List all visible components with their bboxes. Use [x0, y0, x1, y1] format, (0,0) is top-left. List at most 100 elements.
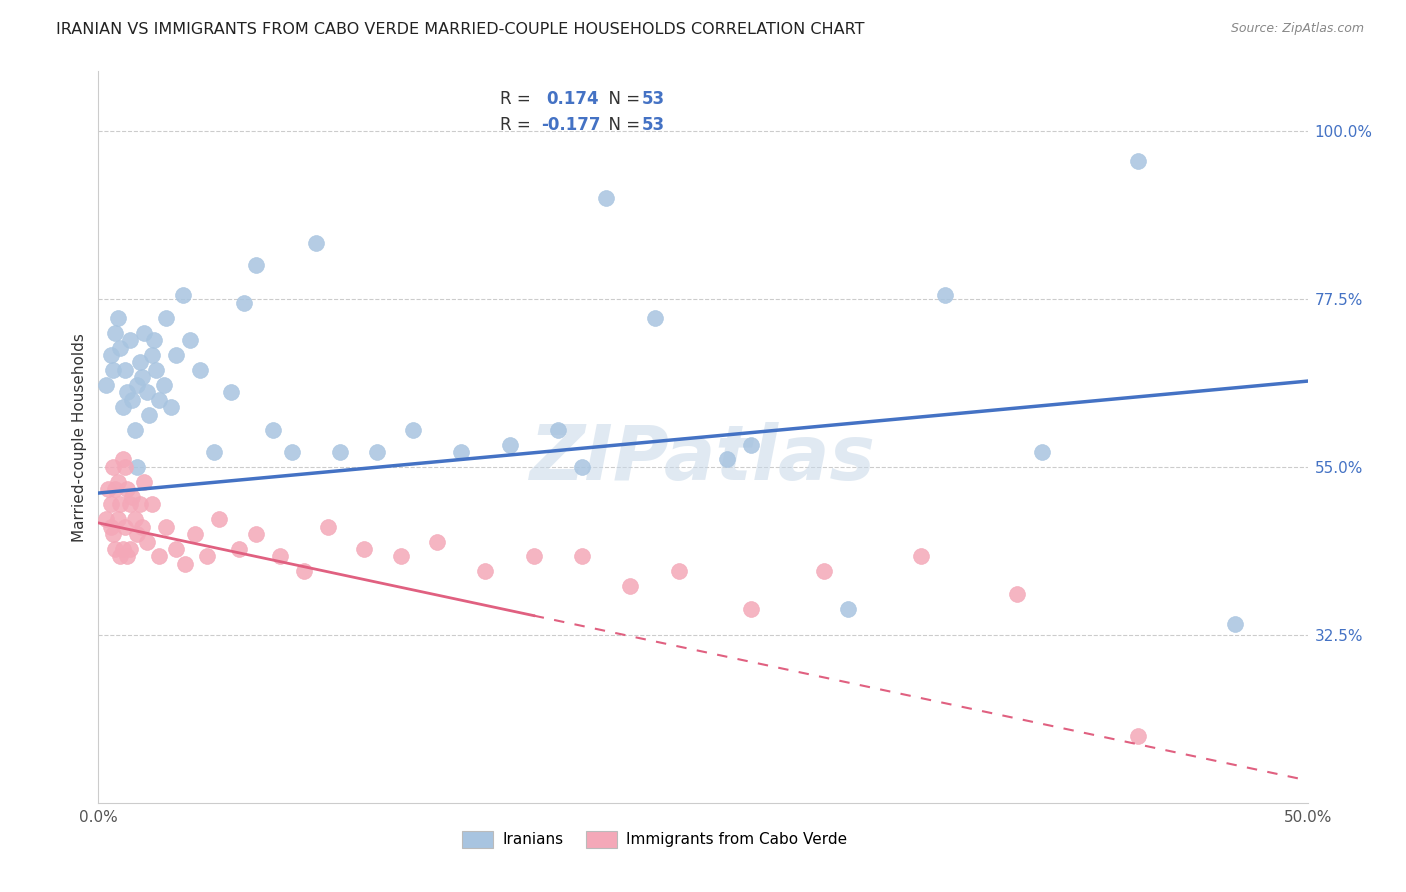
Point [1223, 616, 1246, 631]
Point [195, 549, 218, 564]
Point [188, 363, 211, 377]
Point [134, 326, 156, 340]
Point [118, 542, 141, 557]
Point [128, 355, 150, 369]
Y-axis label: Married-couple Households: Married-couple Households [72, 333, 87, 541]
Point [155, 519, 177, 533]
Text: -0.177: -0.177 [541, 116, 600, 134]
Point [262, 423, 284, 437]
Point [837, 601, 859, 615]
Point [292, 565, 315, 579]
Point [114, 459, 136, 474]
Point [571, 459, 593, 474]
Point [117, 483, 139, 497]
Point [108, 497, 131, 511]
Point [934, 288, 956, 302]
Point [184, 527, 207, 541]
Point [101, 527, 124, 541]
Point [111, 452, 134, 467]
Point [104, 542, 127, 557]
Point [121, 392, 143, 407]
Text: IRANIAN VS IMMIGRANTS FROM CABO VERDE MARRIED-COUPLE HOUSEHOLDS CORRELATION CHAR: IRANIAN VS IMMIGRANTS FROM CABO VERDE MA… [56, 22, 865, 37]
Text: ZIPatlas: ZIPatlas [530, 422, 876, 496]
Point [114, 519, 136, 533]
Point [269, 549, 291, 564]
Text: 0.174: 0.174 [546, 90, 599, 108]
Point [716, 452, 738, 467]
Point [145, 363, 167, 377]
Point [232, 295, 254, 310]
Point [523, 549, 546, 564]
Point [740, 601, 762, 615]
Point [100, 348, 122, 362]
Point [148, 392, 170, 407]
Point [1031, 445, 1053, 459]
Text: R =: R = [501, 90, 541, 108]
Point [117, 385, 139, 400]
Point [740, 437, 762, 451]
Point [101, 363, 124, 377]
Legend: Iranians, Immigrants from Cabo Verde: Iranians, Immigrants from Cabo Verde [456, 825, 853, 854]
Point [305, 235, 328, 250]
Point [668, 565, 690, 579]
Point [108, 341, 131, 355]
Point [100, 497, 122, 511]
Point [155, 310, 177, 325]
Point [94, 377, 117, 392]
Point [141, 348, 163, 362]
Point [813, 565, 835, 579]
Point [281, 445, 304, 459]
Point [131, 519, 153, 533]
Point [316, 519, 339, 533]
Point [160, 401, 183, 415]
Point [141, 497, 163, 511]
Point [127, 377, 149, 392]
Point [426, 534, 449, 549]
Point [131, 370, 153, 384]
Point [124, 423, 146, 437]
Point [172, 288, 194, 302]
Point [117, 549, 139, 564]
Point [165, 542, 187, 557]
Point [1128, 153, 1150, 168]
Point [111, 401, 134, 415]
Point [619, 579, 641, 593]
Point [165, 348, 187, 362]
Point [595, 191, 617, 205]
Point [135, 534, 157, 549]
Point [910, 549, 932, 564]
Point [389, 549, 412, 564]
Point [179, 333, 201, 347]
Point [571, 549, 593, 564]
Point [498, 437, 520, 451]
Point [94, 512, 117, 526]
Point [245, 259, 267, 273]
Point [107, 512, 129, 526]
Point [204, 445, 226, 459]
Point [450, 445, 472, 459]
Point [152, 377, 174, 392]
Point [111, 542, 134, 557]
Point [135, 385, 157, 400]
Point [100, 519, 122, 533]
Point [114, 363, 136, 377]
Point [474, 565, 496, 579]
Point [107, 475, 129, 489]
Point [366, 445, 388, 459]
Point [353, 542, 375, 557]
Point [134, 475, 156, 489]
Point [402, 423, 425, 437]
Point [128, 497, 150, 511]
Point [108, 549, 131, 564]
Point [547, 423, 569, 437]
Point [138, 408, 160, 422]
Text: 53: 53 [641, 90, 665, 108]
Point [329, 445, 352, 459]
Point [118, 497, 141, 511]
Point [101, 459, 124, 474]
Point [644, 310, 666, 325]
Point [1007, 587, 1029, 601]
Point [97, 483, 120, 497]
Text: Source: ZipAtlas.com: Source: ZipAtlas.com [1230, 22, 1364, 36]
Point [228, 542, 250, 557]
